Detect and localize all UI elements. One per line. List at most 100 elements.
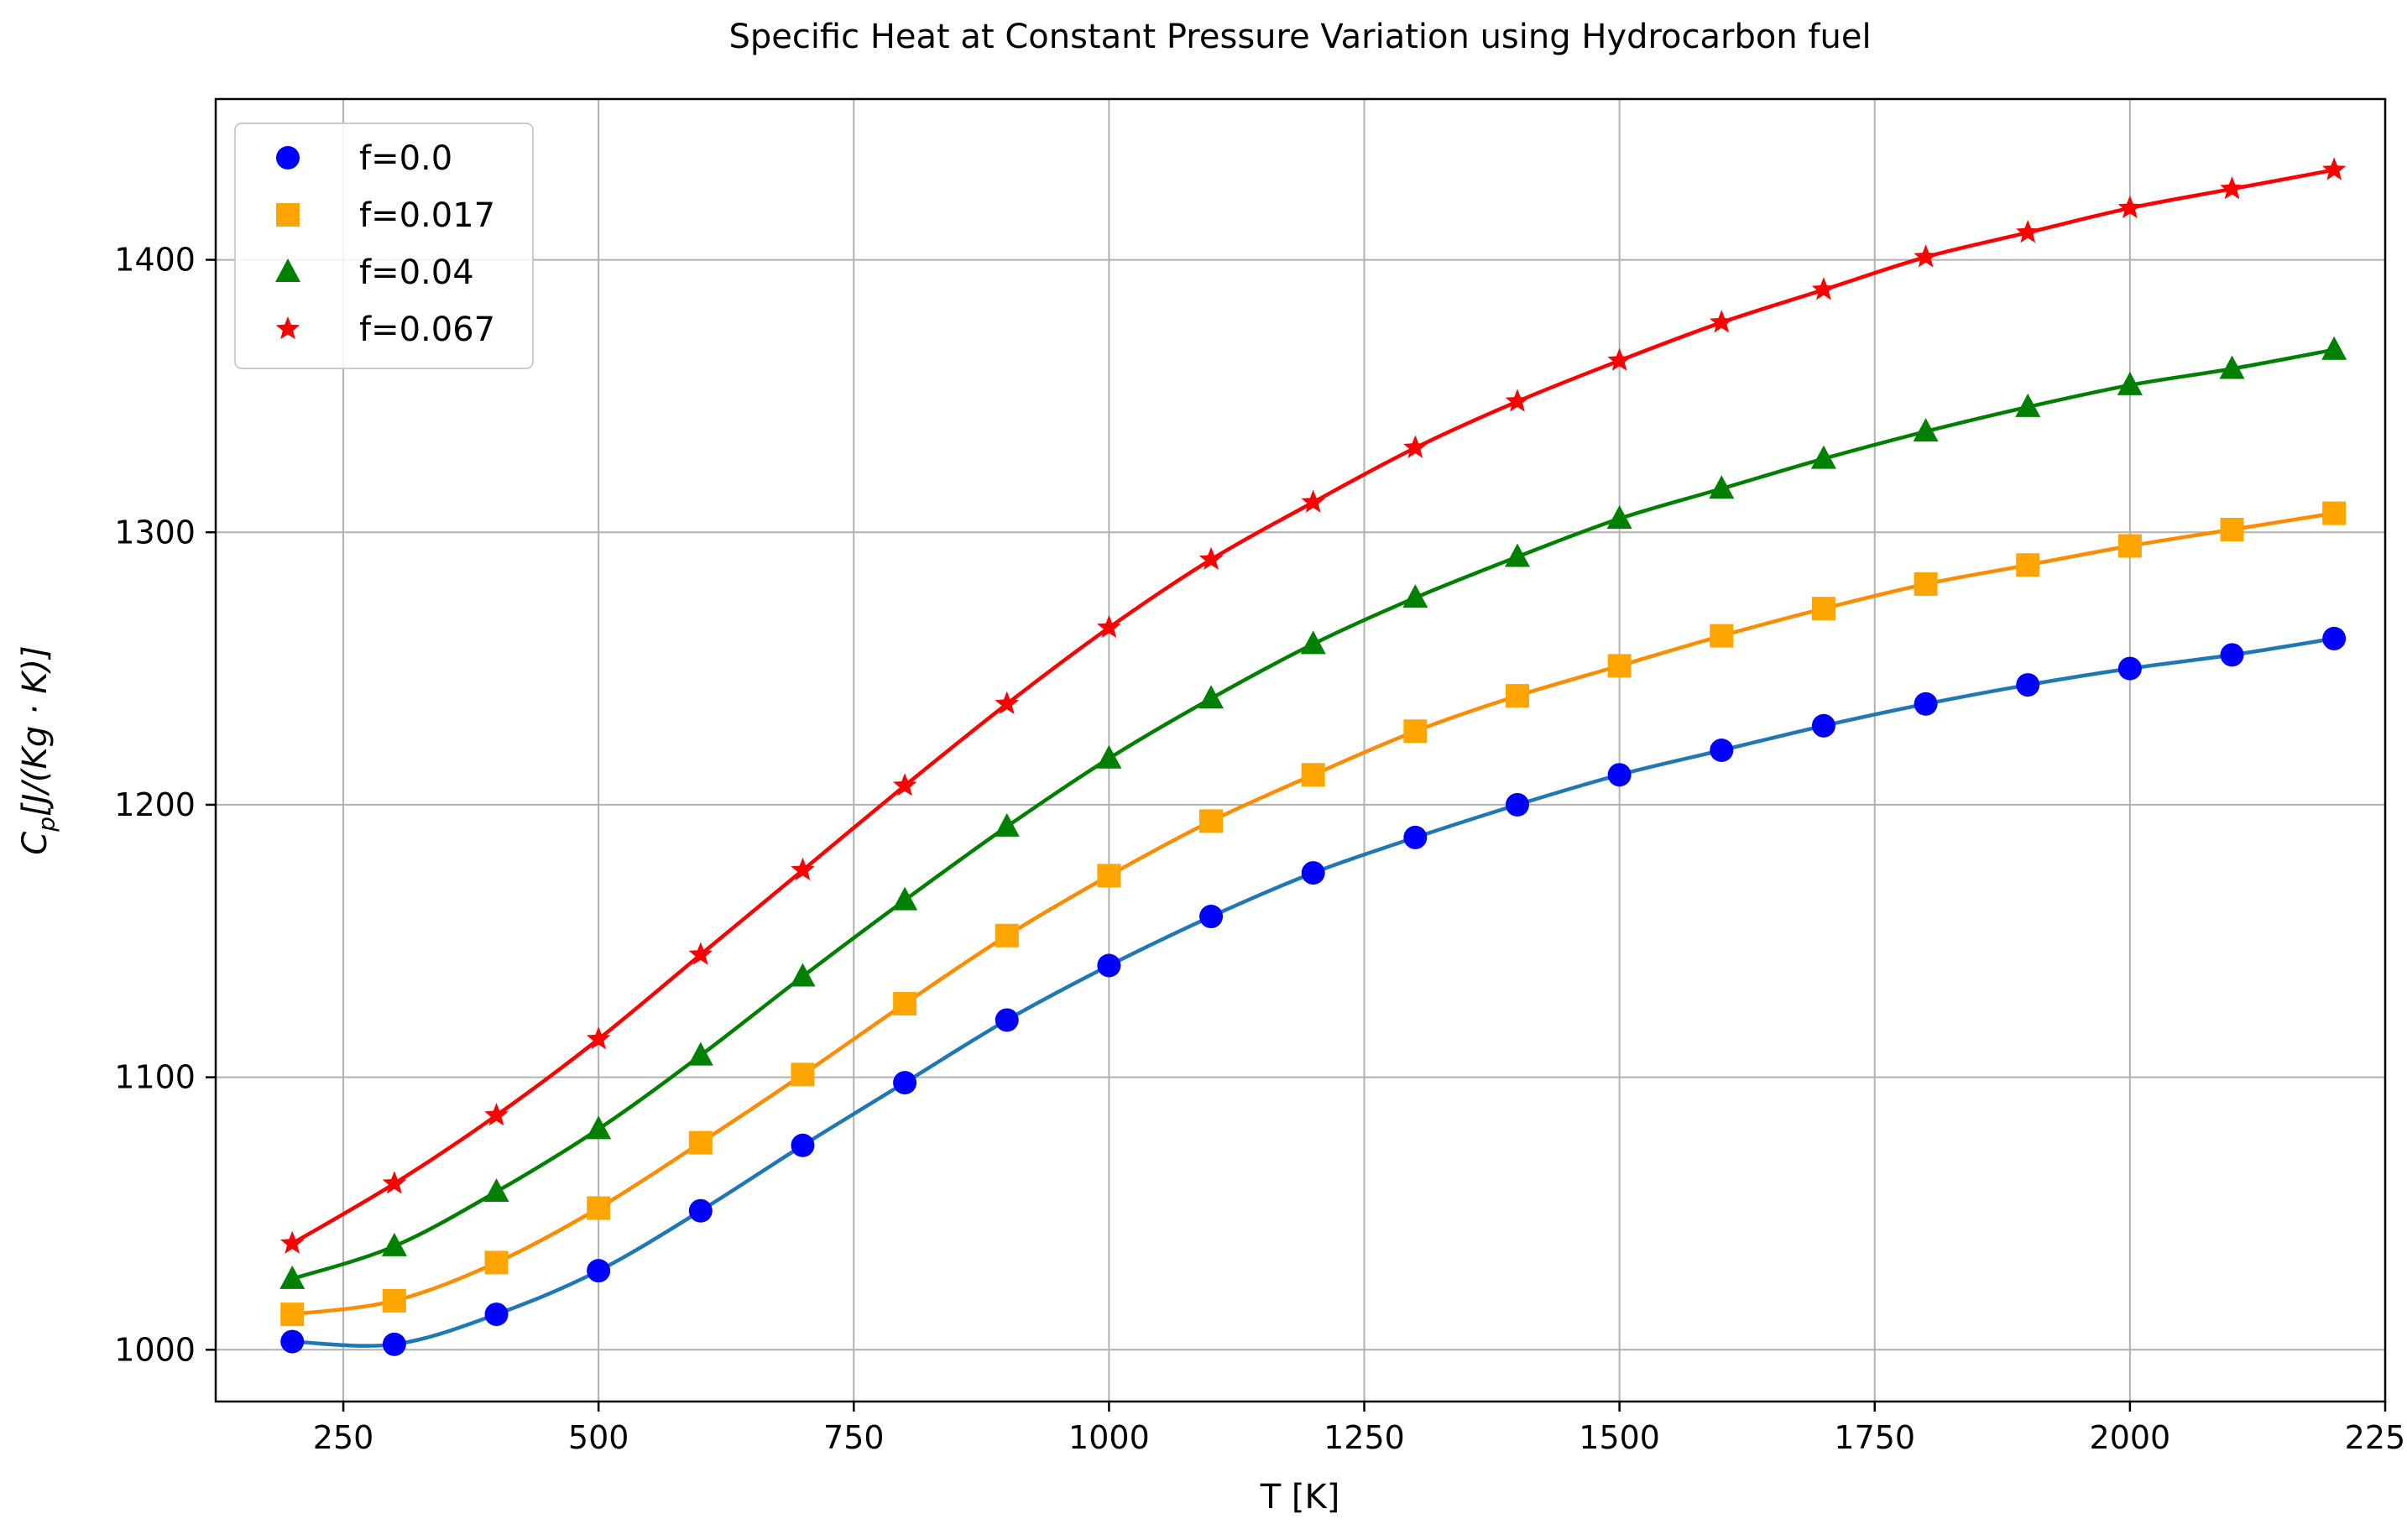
legend-marker-1: [276, 203, 300, 227]
x-ticks: 250 500 750 1000 1250 1500 1750 2000 2250: [313, 1402, 2407, 1456]
data-point: [586, 1026, 611, 1050]
data-point: [995, 1008, 1019, 1032]
data-point: [280, 1302, 305, 1327]
x-axis-label: T [K]: [1260, 1478, 1340, 1517]
data-point: [484, 1103, 509, 1126]
data-point: [483, 1177, 509, 1202]
data-point: [1198, 685, 1224, 709]
data-point: [995, 923, 1019, 947]
data-point: [2117, 656, 2142, 681]
data-point: [2321, 336, 2347, 360]
data-point: [1606, 505, 1632, 530]
data-point: [1097, 953, 1121, 978]
data-point: [1402, 584, 1428, 608]
data-point: [1505, 543, 1530, 567]
y-tick-label: 1100: [114, 1059, 196, 1096]
data-point: [1709, 475, 1735, 499]
data-point: [892, 773, 917, 796]
data-point: [1710, 739, 1734, 762]
data-point: [1914, 572, 1938, 596]
y-axis-label-units: [J/(Kg · K)]: [16, 645, 55, 817]
data-point: [1403, 719, 1428, 744]
data-point: [484, 1250, 509, 1275]
plot-frame: [214, 97, 2387, 1403]
data-point: [2322, 626, 2347, 650]
data-point: [1506, 792, 1529, 817]
data-point: [1301, 489, 1325, 513]
data-point: [2016, 673, 2040, 697]
data-point: [279, 1265, 305, 1289]
legend: f=0.0 f=0.017 f=0.04 f=0.067: [234, 123, 534, 369]
data-point: [1607, 763, 1632, 787]
data-point: [1300, 630, 1326, 655]
data-point: [1914, 244, 1938, 268]
data-point: [1913, 418, 1939, 442]
legend-label-2: f=0.04: [359, 253, 474, 292]
data-point: [2219, 355, 2245, 379]
data-point: [892, 886, 918, 911]
data-point: [382, 1171, 407, 1194]
y-axis-label: Cp[J/(Kg · K)]: [16, 645, 60, 854]
data-point: [1710, 310, 1734, 333]
data-point: [2220, 176, 2244, 200]
data-point: [484, 1302, 509, 1327]
legend-label-3: f=0.067: [359, 311, 495, 349]
data-point: [791, 1133, 815, 1157]
y-tick-label: 1300: [114, 514, 196, 551]
data-point: [587, 1259, 611, 1283]
data-point: [995, 691, 1019, 714]
data-point: [1096, 744, 1122, 769]
data-point: [791, 857, 815, 880]
data-point: [1506, 684, 1529, 708]
data-point: [2016, 220, 2040, 243]
data-point: [1607, 347, 1632, 371]
x-tick-label: 750: [823, 1419, 885, 1456]
data-point: [1505, 389, 1530, 412]
y-tick-label: 1200: [114, 786, 196, 823]
data-point: [893, 1071, 917, 1095]
data-point: [1710, 624, 1734, 648]
data-point: [2117, 534, 2142, 558]
data-point: [1097, 614, 1121, 638]
series-line-2: [291, 347, 2335, 1282]
data-point: [586, 1115, 612, 1140]
data-point: [1097, 864, 1121, 888]
data-point: [2321, 157, 2347, 180]
data-point: [688, 942, 713, 965]
data-point: [893, 991, 917, 1015]
data-point: [1914, 692, 1938, 716]
data-point: [687, 1041, 713, 1066]
data-point: [1198, 546, 1224, 570]
legend-label-1: f=0.017: [359, 196, 495, 235]
data-point: [688, 1198, 713, 1223]
data-point: [280, 1329, 305, 1354]
series-markers-0: [280, 626, 2347, 1356]
markers: [279, 157, 2347, 1356]
data-point: [1301, 861, 1325, 885]
legend-box: [234, 123, 534, 369]
x-tick-label: 1500: [1579, 1419, 1660, 1456]
data-point: [280, 1230, 305, 1254]
series-markers-1: [280, 501, 2347, 1327]
y-ticks: 1000 1100 1200 1300 1400: [114, 242, 216, 1368]
legend-marker-0: [276, 146, 300, 170]
legend-marker-3: [275, 316, 300, 340]
data-point: [1199, 809, 1224, 833]
data-point: [2117, 195, 2143, 218]
data-point: [2220, 518, 2244, 542]
x-tick-label: 1000: [1068, 1419, 1150, 1456]
data-point: [1811, 597, 1835, 621]
data-point: [2220, 643, 2244, 667]
data-point: [790, 963, 816, 987]
y-axis-label-sub: p: [33, 817, 60, 833]
x-tick-label: 250: [313, 1419, 374, 1456]
x-tick-label: 1750: [1834, 1419, 1915, 1456]
data-point: [1199, 905, 1224, 929]
data-point: [587, 1196, 611, 1220]
data-point: [2016, 553, 2040, 577]
data-point: [994, 812, 1020, 837]
x-tick-label: 2250: [2345, 1419, 2407, 1456]
data-point: [791, 1062, 815, 1087]
data-point: [1403, 435, 1428, 458]
data-point: [688, 1130, 713, 1155]
